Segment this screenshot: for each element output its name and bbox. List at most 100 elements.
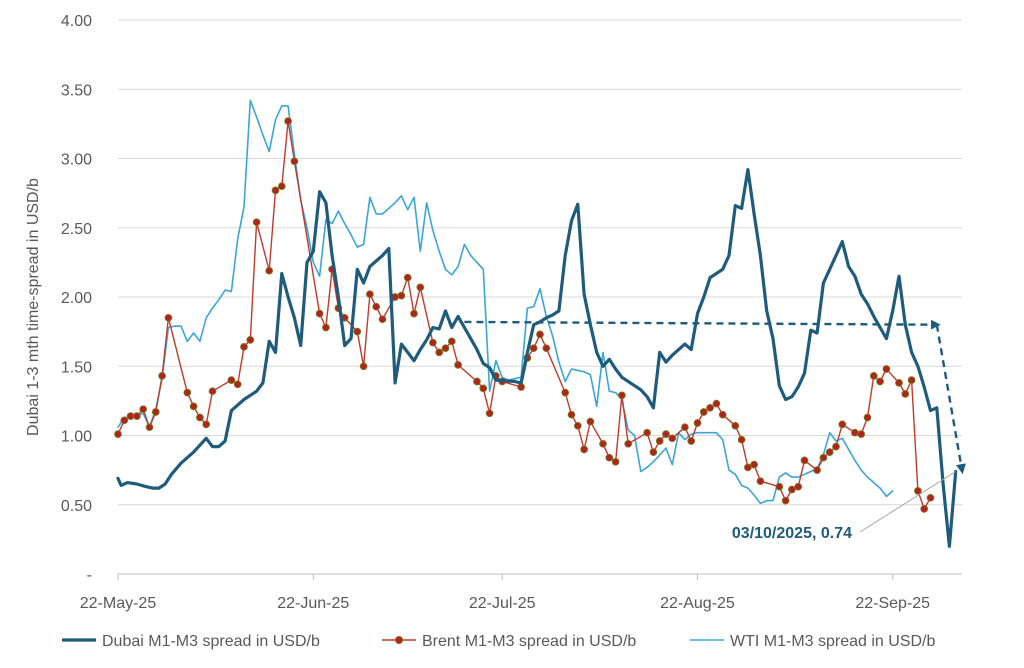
brent-data-point [838,420,847,429]
brent-data-point [920,505,929,513]
brent-data-point [586,417,595,426]
y-tick-label: 2.00 [61,290,92,307]
brent-data-point [611,457,620,466]
brent-data-point [699,408,708,416]
brent-data-point [687,437,696,445]
brent-data-point [624,439,633,448]
brent-data-point [183,388,192,397]
brent-data-point [517,383,525,391]
brent-data-point [252,218,261,227]
legend-marker-brent [394,635,404,645]
annotation-layer: 03/10/2025, 0.74 [464,319,966,542]
x-tick-label: 22-Jul-25 [469,595,536,612]
brent-data-point [315,309,324,318]
brent-data-point [454,361,462,369]
brent-data-point [139,405,148,414]
brent-data-point [573,421,582,430]
brent-data-point [775,482,784,491]
brent-data-point [120,416,129,425]
brent-data-point [895,379,903,387]
y-tick-label: 0.50 [61,498,92,515]
brent-data-point [372,302,381,311]
brent-data-point [731,421,740,430]
legend: Dubai M1-M3 spread in USD/b Brent M1-M3 s… [62,633,935,650]
brent-data-point [202,420,211,429]
y-tick-label: 3.50 [61,82,92,99]
brent-data-point [750,460,758,469]
brent-data-point [240,343,248,351]
legend-label-dubai: Dubai M1-M3 spread in USD/b [102,633,320,650]
brent-data-point [410,309,418,318]
brent-data-point [681,423,689,432]
brent-data-point [857,430,866,438]
y-tick-label: - [87,567,92,584]
y-tick-label: 4.00 [61,13,92,30]
brent-data-point [825,448,834,456]
series-layer [114,99,958,548]
brent-data-point [536,330,544,339]
axis-layer: - 0.50 1.00 1.50 2.00 2.50 3.00 3.50 4.00 22-May-… [25,13,962,612]
x-tick-label: 22-Aug-25 [660,595,735,612]
x-tick-label: 22-Sep-25 [855,595,930,612]
brent-data-point [366,290,374,299]
brent-data-point [561,388,570,397]
trend-arrow-1 [464,319,941,330]
brent-data-point [668,434,677,443]
brent-data-point [819,453,828,462]
brent-data-point [869,372,878,380]
legend-label-brent: Brent M1-M3 spread in USD/b [422,633,636,650]
annotation-leader-line [859,471,956,533]
brent-data-point [233,380,242,389]
brent-data-point [542,344,551,353]
brent-data-point [164,313,173,322]
brent-data-point [813,466,821,474]
brent-data-point [473,377,481,386]
brent-data-point [744,463,752,472]
brent-data-point [435,348,444,357]
brent-data-point [901,390,910,398]
series-line-dubai [116,168,958,548]
brent-data-point [479,384,488,393]
brent-data-point [926,493,935,502]
y-tick-label: 1.50 [61,359,92,376]
brent-data-point [189,402,198,411]
brent-data-point [429,338,437,347]
y-tick-label: 2.50 [61,221,92,238]
brent-data-point [114,430,122,438]
brent-data-point [781,496,790,505]
brent-data-point [599,439,607,448]
brent-data-point [618,391,626,400]
annotation-label: 03/10/2025, 0.74 [732,525,852,542]
brent-data-point [378,315,387,324]
series-line-brent [117,120,932,510]
brent-data-point [227,376,236,384]
brent-data-point [271,186,280,195]
brent-data-point [277,182,286,191]
brent-data-point [794,482,803,491]
brent-data-point [712,399,721,408]
brent-data-point [126,412,135,420]
brent-data-point [567,410,576,419]
brent-data-point [290,157,299,166]
brent-data-point [649,448,658,456]
y-tick-label: 1.00 [61,429,92,446]
brent-data-point [441,344,450,353]
grid-layer [118,19,962,506]
series-line-wti [117,99,894,505]
brent-data-point [359,362,368,371]
brent-data-point [882,365,891,373]
brent-data-point [133,412,141,420]
brent-data-point [397,291,406,300]
brent-data-point [246,336,255,344]
brent-data-point [737,435,746,444]
brent-data-point [756,477,765,486]
brent-data-point [447,337,456,346]
brent-data-point [605,453,614,462]
brent-data-point [832,442,840,451]
brent-data-point [151,408,160,416]
brent-data-point [800,456,809,465]
brent-data-point [706,403,714,412]
y-tick-label: 3.00 [61,152,92,169]
